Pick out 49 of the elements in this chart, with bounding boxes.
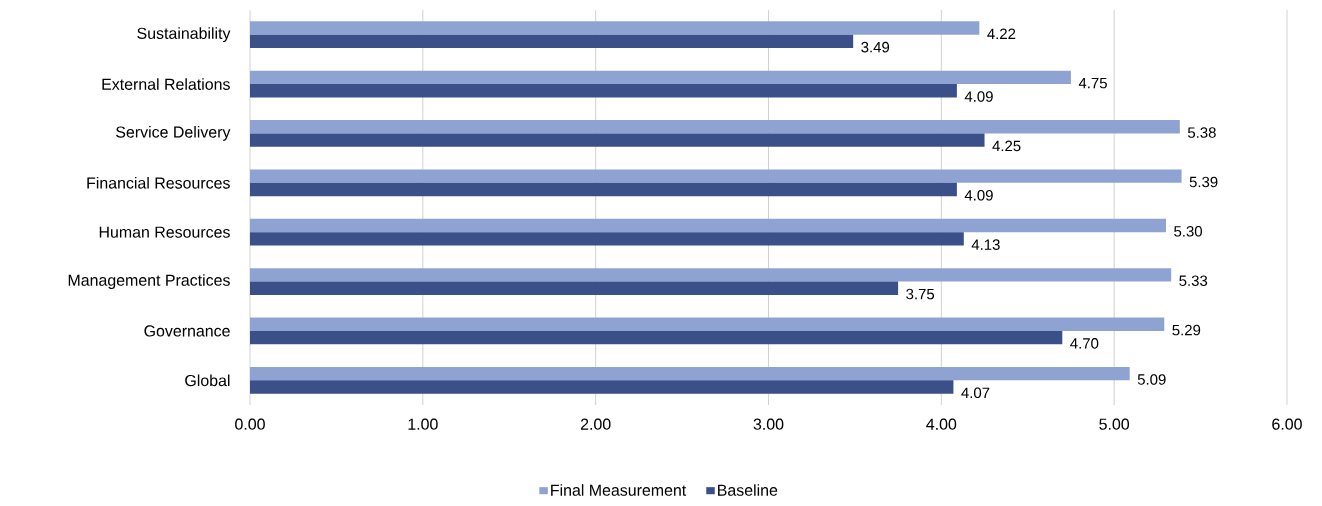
data-label: 4.25 [992, 140, 1021, 152]
legend-label: Baseline [718, 484, 778, 496]
bar [250, 380, 954, 394]
bar [250, 70, 1071, 85]
bar [250, 182, 957, 197]
data-label: 5.33 [1179, 275, 1208, 286]
bar [250, 21, 980, 35]
x-tick-label: 1.00 [408, 418, 438, 430]
bar [250, 218, 1166, 233]
data-label: 3.75 [906, 288, 935, 300]
data-label: 4.07 [961, 387, 990, 399]
data-label: 4.22 [987, 28, 1016, 39]
data-label: 5.38 [1187, 127, 1216, 138]
bar [250, 330, 1063, 345]
bar [250, 84, 957, 98]
data-label: 4.70 [1070, 338, 1099, 349]
y-tick-label: Sustainability [137, 27, 231, 43]
data-label: 5.30 [1174, 226, 1203, 237]
bar [250, 232, 964, 246]
bar [250, 133, 985, 147]
y-tick-label: Global [185, 374, 230, 387]
data-label: 4.13 [971, 239, 1000, 250]
x-tick-label: 4.00 [926, 418, 957, 430]
x-tick-label: 2.00 [580, 418, 611, 430]
data-label: 3.49 [861, 41, 890, 53]
y-tick-label: Governance [144, 325, 230, 337]
bar [250, 268, 1172, 282]
bar [250, 366, 1130, 381]
bar [250, 34, 854, 49]
bar [250, 120, 1180, 134]
y-tick-label: External Relations [102, 78, 230, 90]
data-label: 5.29 [1172, 324, 1201, 336]
bar [250, 169, 1182, 183]
y-tick-label: Service Delivery [116, 126, 231, 141]
x-tick-label: 5.00 [1099, 418, 1130, 430]
data-label: 4.75 [1078, 77, 1107, 89]
x-tick-label: 6.00 [1272, 418, 1302, 430]
bar [250, 317, 1165, 331]
x-tick-label: 0.00 [235, 418, 265, 430]
y-tick-label: Human Resources [99, 226, 230, 238]
data-label: 4.09 [964, 189, 993, 201]
data-label: 4.09 [964, 91, 993, 102]
legend-label: Final Measurement [551, 484, 687, 496]
y-tick-label: Management Practices [68, 274, 230, 289]
bar [250, 281, 899, 295]
data-label: 5.09 [1137, 374, 1166, 385]
data-label: 5.39 [1189, 176, 1218, 188]
y-tick-label: Financial Resources [87, 176, 230, 189]
x-tick-label: 3.00 [753, 418, 784, 430]
